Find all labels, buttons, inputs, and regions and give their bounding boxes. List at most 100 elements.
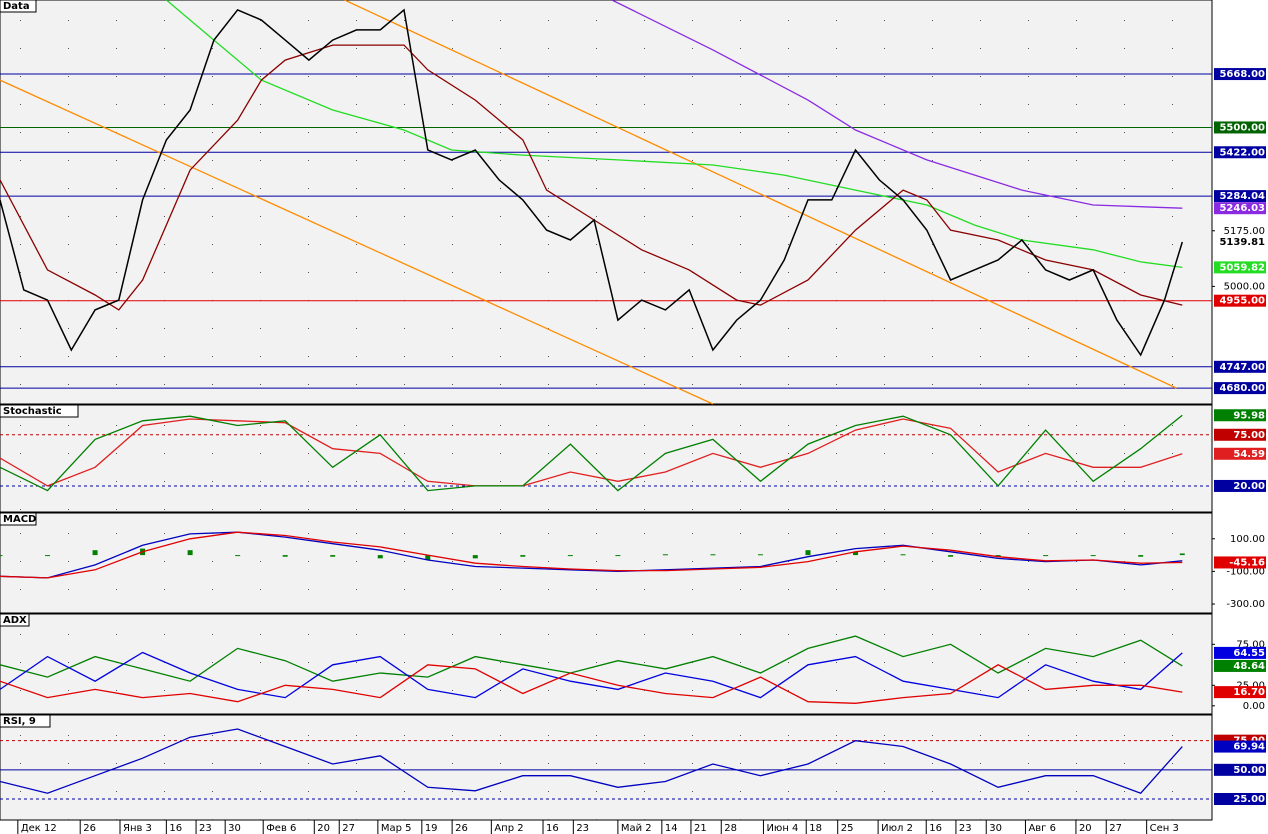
grid-dot [548,561,549,562]
grid-dot [116,160,117,161]
grid-dot [356,356,357,357]
grid-dot [836,690,837,691]
grid-dot [1076,272,1077,273]
grid-dot [932,76,933,77]
grid-dot [980,216,981,217]
grid-dot [1172,132,1173,133]
grid-dot [260,425,261,426]
grid-dot [1124,48,1125,49]
grid-dot [548,791,549,792]
histogram-bar [1090,555,1096,557]
grid-dot [500,216,501,217]
grid-dot [20,509,21,510]
grid-dot [692,561,693,562]
series-line [0,418,1183,487]
grid-dot [596,533,597,534]
grid-dot [980,509,981,510]
grid-dot [692,328,693,329]
grid-dot [692,216,693,217]
level-label-box [1214,479,1266,492]
grid-dot [404,328,405,329]
grid-dot [644,819,645,820]
grid-dot [212,453,213,454]
grid-dot [788,160,789,161]
grid-dot [740,132,741,133]
grid-dot [980,481,981,482]
x-tick-label: 20 [1079,823,1092,834]
panel [0,714,1213,821]
grid-dot [500,763,501,764]
grid-dot [1172,791,1173,792]
grid-dot [500,589,501,590]
grid-dot [1028,690,1029,691]
grid-dot [836,244,837,245]
grid-dot [644,481,645,482]
grid-dot [932,561,933,562]
grid-dot [644,272,645,273]
grid-dot [788,244,789,245]
grid-dot [212,791,213,792]
x-tick-label: 27 [342,823,355,834]
grid-dot [452,244,453,245]
grid-dot [932,384,933,385]
grid-dot [980,453,981,454]
grid-dot [260,216,261,217]
grid-dot [884,509,885,510]
grid-dot [404,76,405,77]
grid-dot [164,48,165,49]
grid-dot [644,791,645,792]
x-tick-label: Май 2 [621,823,652,834]
grid-dot [116,533,117,534]
grid-dot [1172,589,1173,590]
grid-dot [1172,244,1173,245]
grid-dot [1028,425,1029,426]
grid-dot [836,160,837,161]
grid-dot [212,561,213,562]
grid-dot [308,589,309,590]
grid-dot [308,453,309,454]
grid-dot [932,425,933,426]
grid-dot [1172,763,1173,764]
x-tick-label: Фев 6 [266,823,296,834]
grid-dot [692,589,693,590]
histogram-bar [282,555,288,557]
grid-dot [404,763,405,764]
grid-dot [260,356,261,357]
grid-dot [164,634,165,635]
y-tick-label: 75.00 [1236,639,1265,650]
grid-dot [596,160,597,161]
grid-dot [404,20,405,21]
grid-dot [884,634,885,635]
grid-dot [260,634,261,635]
grid-dot [1172,533,1173,534]
grid-dot [20,48,21,49]
grid-dot [1028,533,1029,534]
grid-dot [1124,160,1125,161]
grid-dot [164,328,165,329]
level-label: 5284.04 [1219,191,1265,202]
grid-dot [1076,763,1077,764]
end-label-box [1214,659,1266,672]
histogram-bar [92,550,98,556]
grid-dot [1076,160,1077,161]
level-label: 4680.00 [1219,383,1265,394]
grid-dot [308,160,309,161]
grid-dot [68,76,69,77]
grid-dot [404,48,405,49]
grid-dot [692,481,693,482]
grid-dot [452,272,453,273]
grid-dot [404,356,405,357]
grid-dot [404,634,405,635]
grid-dot [308,48,309,49]
grid-dot [260,690,261,691]
grid-dot [500,819,501,820]
grid-dot [548,634,549,635]
grid-dot [68,561,69,562]
grid-dot [356,188,357,189]
grid-dot [260,481,261,482]
grid-dot [452,132,453,133]
grid-dot [68,735,69,736]
grid-dot [644,216,645,217]
grid-dot [164,533,165,534]
series-line [165,0,1183,269]
